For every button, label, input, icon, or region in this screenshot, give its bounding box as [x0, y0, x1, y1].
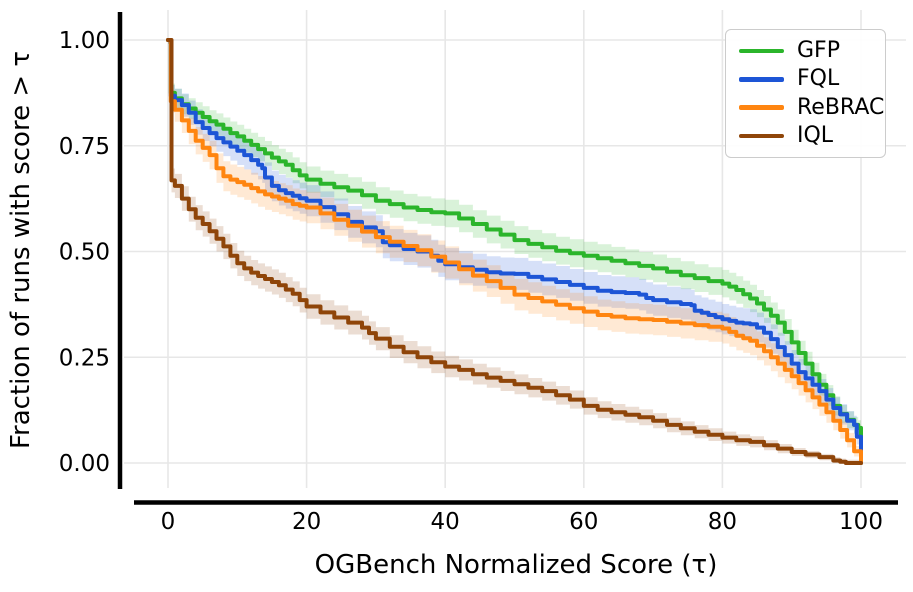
y-tick-label: 0.75 — [59, 134, 110, 160]
legend: GFP FQL ReBRAC IQL — [725, 29, 886, 158]
x-tick-label: 20 — [292, 509, 321, 535]
legend-item-rebrac: ReBRAC — [739, 96, 884, 119]
tick-labels: 0 20 40 60 80 100 0.00 0.25 0.50 0.75 1.00 — [59, 28, 883, 535]
legend-item-iql: IQL — [739, 122, 872, 148]
legend-swatch-fql — [739, 77, 784, 82]
x-tick-label: 60 — [569, 509, 598, 535]
series-line-gfp — [166, 38, 863, 465]
axis-spines — [117, 12, 898, 505]
y-axis-label: Fraction of runs with score > τ — [6, 51, 36, 449]
legend-item-fql: FQL — [739, 68, 872, 90]
y-tick-label: 1.00 — [59, 28, 110, 54]
legend-label: FQL — [797, 66, 840, 92]
series-band-gfp — [168, 40, 861, 463]
legend-label: ReBRAC — [797, 94, 885, 120]
legend-label: GFP — [797, 38, 840, 63]
y-tick-label: 0.00 — [59, 451, 110, 477]
series-lines — [166, 38, 863, 465]
x-tick-label: 0 — [161, 509, 176, 535]
x-tick-label: 80 — [708, 509, 737, 535]
series-line-fql — [166, 38, 863, 465]
series-line-iql — [166, 38, 863, 465]
legend-swatch-iql — [739, 133, 784, 139]
x-tick-label: 100 — [839, 509, 883, 535]
legend-swatch-gfp — [739, 48, 784, 54]
series-band-iql — [168, 40, 861, 463]
legend-label: IQL — [797, 122, 834, 148]
x-axis-label: OGBench Normalized Score (τ) — [315, 550, 718, 580]
confidence-bands — [168, 40, 861, 463]
y-tick-label: 0.25 — [59, 345, 110, 371]
x-tick-label: 40 — [431, 509, 460, 535]
series-line-rebrac — [166, 38, 863, 465]
legend-swatch-rebrac — [739, 105, 784, 110]
legend-item-gfp: GFP — [739, 40, 872, 62]
y-tick-label: 0.50 — [59, 240, 110, 266]
